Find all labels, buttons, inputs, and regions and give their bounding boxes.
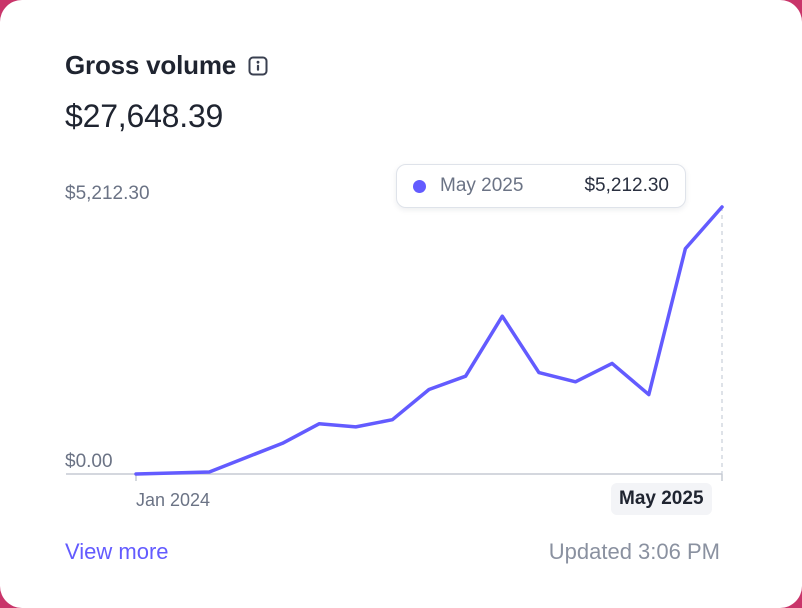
series-line xyxy=(134,205,724,476)
data-point-2 xyxy=(206,469,212,475)
data-point-15 xyxy=(682,246,688,252)
data-point-14 xyxy=(646,392,652,398)
total-amount: $27,648.39 xyxy=(65,98,224,134)
chart-tooltip: May 2025 $5,212.30 xyxy=(396,164,686,208)
y-axis-min-label: $0.00 xyxy=(65,451,113,472)
tooltip-month: May 2025 xyxy=(440,175,524,196)
data-point-12 xyxy=(573,379,579,385)
view-more-link[interactable]: View more xyxy=(65,539,169,564)
data-point-5 xyxy=(316,421,322,427)
info-icon[interactable] xyxy=(248,56,268,76)
data-point-6 xyxy=(353,424,359,430)
data-point-9 xyxy=(463,373,469,379)
data-point-1 xyxy=(170,470,176,476)
card-title: Gross volume xyxy=(65,50,236,80)
x-axis-end-label: May 2025 xyxy=(611,483,712,515)
x-axis-start-label: Jan 2024 xyxy=(136,490,211,510)
data-point-8 xyxy=(426,386,432,392)
data-point-7 xyxy=(389,417,395,423)
y-axis-max-label: $5,212.30 xyxy=(65,183,150,204)
data-point-10 xyxy=(499,313,505,319)
data-point-4 xyxy=(280,440,286,446)
data-point-16 xyxy=(719,204,725,210)
data-point-11 xyxy=(536,370,542,376)
updated-timestamp: Updated 3:06 PM xyxy=(548,539,720,564)
tooltip-value: $5,212.30 xyxy=(584,175,669,196)
title-row: Gross volume xyxy=(65,50,268,81)
data-point-0 xyxy=(133,471,139,477)
data-point-13 xyxy=(609,360,615,366)
data-point-3 xyxy=(243,455,249,461)
series-dot-icon xyxy=(413,179,426,193)
